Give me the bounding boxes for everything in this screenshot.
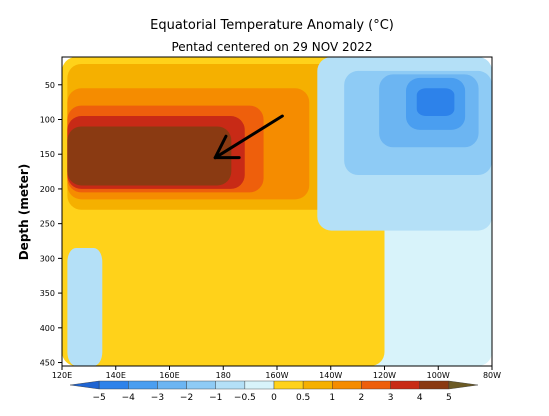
y-tick-label: 150	[40, 150, 55, 159]
y-tick-label: 400	[40, 324, 55, 333]
colorbar-swatch	[157, 380, 187, 390]
x-tick-label: 160E	[159, 371, 179, 380]
colorbar-swatch	[273, 380, 304, 390]
colorbar-tick-label: −1	[209, 393, 222, 403]
colorbar-swatch	[448, 380, 479, 390]
chart-subtitle: Pentad centered on 29 NOV 2022	[171, 40, 372, 54]
colorbar-tick-label: −2	[180, 393, 193, 403]
arrow-head	[213, 134, 241, 160]
y-tick-label: 200	[40, 185, 55, 194]
x-tick-label: 120E	[52, 371, 72, 380]
colorbar-swatch	[419, 380, 450, 390]
colorbar-swatch	[302, 380, 333, 390]
colorbar-swatch	[390, 380, 420, 390]
annotation-arrow	[213, 114, 284, 160]
colorbar-tick-label: 5	[446, 393, 452, 403]
colorbar-swatch	[98, 380, 129, 390]
y-tick-label: 100	[40, 115, 55, 124]
x-tick-label: 120W	[373, 371, 396, 380]
y-tick-label: 450	[40, 359, 55, 368]
colorbar-tick-label: 4	[417, 393, 423, 403]
colorbar-tick-label: −0.5	[234, 393, 256, 403]
colorbar-tick-label: 3	[388, 393, 394, 403]
x-tick-label: 100W	[427, 371, 450, 380]
colorbar-tick-label: −4	[122, 393, 136, 403]
anomaly-region	[67, 126, 232, 186]
y-tick-label: 350	[40, 289, 55, 298]
colorbar-swatch	[361, 380, 391, 390]
x-tick-label: 140W	[319, 371, 342, 380]
x-tick-label: 180	[216, 371, 231, 380]
plot-area: 50 100 150 200 250 300 350 400 450 120E 140E 160E 18…	[40, 56, 501, 380]
colorbar-tick-label: 0.5	[296, 393, 310, 403]
x-tick-label: 80W	[483, 371, 501, 380]
y-tick-label: 50	[45, 81, 55, 90]
anomaly-field	[62, 57, 492, 366]
colorbar-swatch	[244, 380, 275, 390]
colorbar-tick-label: 1	[329, 393, 335, 403]
colorbar-tick-label: −3	[151, 393, 164, 403]
anomaly-region	[67, 247, 103, 366]
x-tick-label: 140E	[106, 371, 126, 380]
colorbar-tick-label: 2	[359, 393, 365, 403]
colorbar-swatch	[186, 380, 216, 390]
colorbar-swatch	[332, 380, 362, 390]
chart-title: Equatorial Temperature Anomaly (°C)	[150, 18, 394, 33]
x-tick-label: 160W	[265, 371, 288, 380]
arrow-shaft	[213, 114, 284, 160]
colorbar-swatch	[128, 380, 158, 390]
y-tick-label: 300	[40, 254, 55, 263]
colorbar-swatch	[69, 380, 100, 390]
anomaly-region	[416, 88, 455, 117]
colorbar-tick-label: −5	[93, 393, 106, 403]
y-axis-label: Depth (meter)	[17, 164, 31, 261]
colorbar-swatch	[215, 380, 246, 390]
y-tick-label: 250	[40, 220, 55, 229]
colorbar-tick-label: 0	[271, 393, 277, 403]
colorbar: −5 −4 −3 −2 −1 −0.5 0 0.5 1 2 3 4 5	[69, 380, 479, 403]
